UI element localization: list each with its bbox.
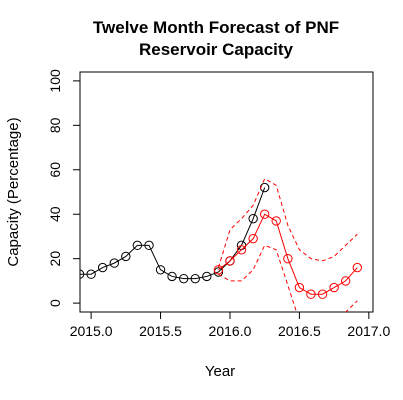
y-tick-label: 20 xyxy=(47,251,63,267)
series-line-upper-bound xyxy=(217,177,358,268)
data-point-observed xyxy=(167,271,177,282)
data-point-observed xyxy=(202,271,212,282)
y-axis-label: Capacity (Percentage) xyxy=(5,117,22,266)
y-axis: 0 20 40 60 80 100 xyxy=(47,69,80,307)
data-point-forecast xyxy=(317,289,328,299)
data-point-forecast xyxy=(306,289,316,299)
data-point-observed xyxy=(121,251,131,262)
data-point-forecast xyxy=(236,245,247,255)
data-point-forecast xyxy=(352,262,363,273)
data-point-forecast xyxy=(329,282,339,293)
x-axis-label: Year xyxy=(205,363,235,380)
plot-frame xyxy=(79,71,374,313)
data-point-forecast xyxy=(271,216,281,226)
x-tick-label: 2016.5 xyxy=(278,323,321,339)
data-point-observed xyxy=(190,273,200,284)
data-point-forecast xyxy=(259,209,270,219)
y-tick-label: 60 xyxy=(47,162,63,178)
y-tick-label: 40 xyxy=(47,206,63,222)
x-tick-label: 2016.0 xyxy=(209,323,252,339)
data-point-forecast xyxy=(213,265,224,275)
data-point-observed xyxy=(179,273,189,284)
chart-subtitle: Reservoir Capacity xyxy=(139,40,294,59)
series-layer xyxy=(80,177,363,312)
data-point-observed xyxy=(97,262,108,273)
data-point-observed xyxy=(86,269,96,279)
data-point-observed xyxy=(248,213,258,224)
data-point-forecast xyxy=(283,253,293,264)
data-point-observed xyxy=(259,182,270,193)
data-point-observed xyxy=(109,258,119,268)
data-point-forecast xyxy=(294,282,305,293)
data-point-forecast xyxy=(225,256,235,266)
data-point-observed xyxy=(144,240,154,251)
x-tick-label: 2015.5 xyxy=(139,323,182,339)
x-tick-label: 2015.0 xyxy=(70,323,113,339)
data-point-observed xyxy=(80,269,85,279)
data-point-observed xyxy=(155,265,166,275)
y-tick-label: 0 xyxy=(47,299,63,307)
y-tick-label: 100 xyxy=(47,69,63,93)
series-line-forecast xyxy=(218,213,358,295)
data-point-observed xyxy=(213,267,224,277)
chart-title: Twelve Month Forecast of PNF xyxy=(93,18,339,37)
series-line-observed xyxy=(80,187,266,280)
data-point-forecast xyxy=(340,276,351,286)
series-line-lower-bound xyxy=(218,244,358,312)
y-tick-label: 80 xyxy=(47,117,63,133)
x-axis: 2015.0 2015.5 2016.0 2016.5 2017.0 xyxy=(70,312,390,339)
x-tick-label: 2017.0 xyxy=(347,323,390,339)
data-point-observed xyxy=(132,240,143,251)
data-point-forecast xyxy=(248,233,258,244)
